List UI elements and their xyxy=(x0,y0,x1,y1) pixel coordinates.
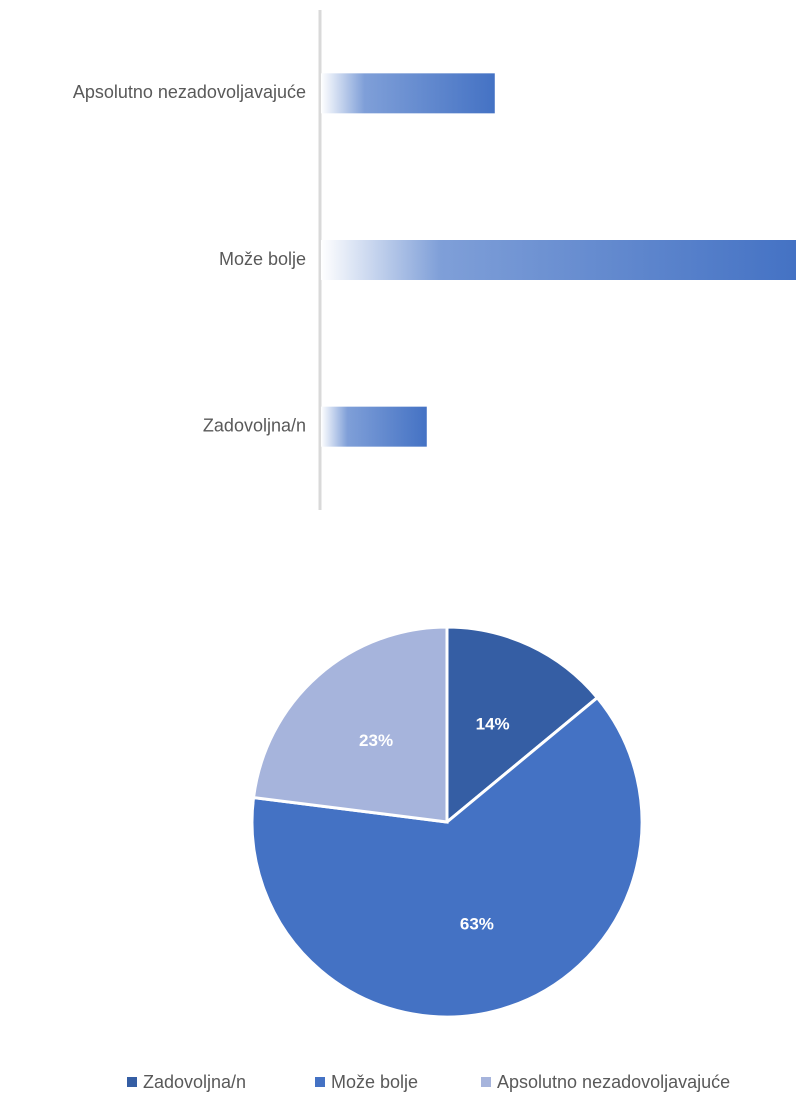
bar xyxy=(321,240,796,280)
pie-slice xyxy=(251,625,449,824)
bar xyxy=(321,406,427,447)
legend-swatch xyxy=(315,1077,325,1087)
value-label: 14% xyxy=(476,714,510,733)
legend-label: Apsolutno nezadovoljavajuće xyxy=(497,1072,730,1092)
legend-swatch xyxy=(481,1077,491,1087)
category-label: Može bolje xyxy=(219,249,306,269)
value-label: 23% xyxy=(359,731,393,750)
category-label: Zadovoljna/n xyxy=(203,415,306,435)
legend-label: Zadovoljna/n xyxy=(143,1072,246,1092)
bar xyxy=(321,73,495,114)
pie-slice xyxy=(250,695,644,1019)
category-label: Apsolutno nezadovoljavajuće xyxy=(73,82,306,102)
pie-slice xyxy=(445,625,600,826)
legend-label: Može bolje xyxy=(331,1072,418,1092)
value-label: 63% xyxy=(460,914,494,933)
legend-swatch xyxy=(127,1077,137,1087)
